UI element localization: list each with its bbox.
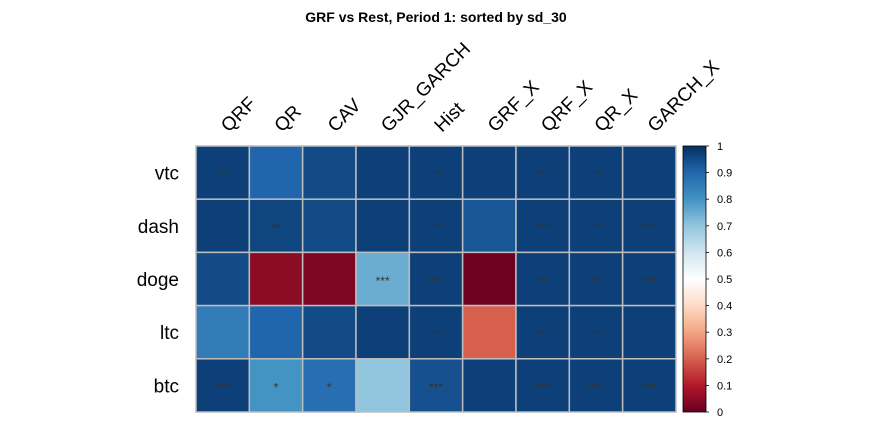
significance-label: *** bbox=[429, 380, 443, 394]
row-label: vtc bbox=[155, 164, 179, 185]
significance-label: *** bbox=[642, 221, 656, 235]
significance-label: *** bbox=[216, 380, 230, 394]
column-label: QR bbox=[271, 102, 306, 137]
significance-label: *** bbox=[429, 168, 443, 182]
heatmap-cell bbox=[195, 358, 251, 413]
heatmap-cell bbox=[301, 198, 357, 254]
row-label: btc bbox=[154, 376, 179, 397]
column-label: GJR_GARCH bbox=[377, 39, 475, 137]
heatmap-cell bbox=[515, 198, 571, 254]
heatmap-cell bbox=[461, 304, 517, 360]
heatmap-cell bbox=[195, 251, 251, 307]
heatmap-cell bbox=[461, 358, 517, 413]
significance-label: ** bbox=[218, 168, 228, 182]
colorbar-tick-label: 0.6 bbox=[717, 247, 732, 259]
heatmap-cell bbox=[301, 251, 357, 307]
significance-label: *** bbox=[589, 380, 603, 394]
column-label: QR_X bbox=[591, 85, 643, 137]
significance-label: *** bbox=[536, 221, 550, 235]
heatmap-cell bbox=[355, 198, 411, 254]
column-label: QRF bbox=[217, 93, 260, 136]
row-label: ltc bbox=[160, 323, 179, 344]
significance-label: *** bbox=[589, 221, 603, 235]
colorbar: 0 0.1 0.2 0.3 0.4 0.5 0.6 0.7 0.8 0.9 1 bbox=[682, 141, 732, 419]
heatmap-cell bbox=[621, 145, 677, 200]
heatmap-cell bbox=[355, 358, 411, 413]
heatmap-cell bbox=[408, 251, 464, 307]
heatmap-cells bbox=[195, 145, 677, 413]
heatmap-cell bbox=[621, 358, 677, 413]
heatmap-cell bbox=[248, 304, 304, 360]
column-label: QRF_X bbox=[537, 77, 597, 137]
chart-title: GRF vs Rest, Period 1: sorted by sd_30 bbox=[305, 9, 567, 25]
significance-label: ** bbox=[538, 274, 548, 288]
heatmap-cell bbox=[621, 304, 677, 360]
row-label: dash bbox=[138, 217, 179, 238]
significance-label: *** bbox=[429, 221, 443, 235]
heatmap-cell bbox=[621, 251, 677, 307]
significance-label: * bbox=[327, 380, 332, 394]
column-label: GRF_X bbox=[484, 77, 544, 137]
heatmap-cell bbox=[461, 198, 517, 254]
row-label: doge bbox=[137, 270, 179, 291]
significance-label: ** bbox=[271, 221, 281, 235]
heatmap-cell bbox=[621, 198, 677, 254]
significance-label: *** bbox=[536, 380, 550, 394]
colorbar-tick-label: 0.8 bbox=[717, 194, 732, 206]
heatmap-cell bbox=[301, 145, 357, 200]
heatmap-cell bbox=[408, 198, 464, 254]
heatmap-cell bbox=[355, 304, 411, 360]
column-label: Hist bbox=[431, 98, 469, 136]
significance-label: *** bbox=[642, 274, 656, 288]
colorbar-tick-label: 0.7 bbox=[717, 221, 732, 233]
significance-label: ** bbox=[591, 274, 601, 288]
heatmap-cell bbox=[461, 251, 517, 307]
colorbar-tick-label: 0.2 bbox=[717, 354, 732, 366]
heatmap-cell bbox=[301, 304, 357, 360]
colorbar-tick-label: 1 bbox=[717, 141, 723, 153]
significance-label: * bbox=[274, 380, 279, 394]
significance-label: *** bbox=[376, 274, 390, 288]
significance-label: *** bbox=[429, 327, 443, 341]
colorbar-tick-label: 0.3 bbox=[717, 327, 732, 339]
colorbar-tick-label: 0.9 bbox=[717, 168, 732, 180]
heatmap-cell bbox=[355, 145, 411, 200]
heatmap-cell bbox=[355, 251, 411, 307]
column-label: GARCH_X bbox=[644, 57, 724, 137]
heatmap-cell bbox=[195, 304, 251, 360]
heatmap-cell bbox=[195, 145, 251, 200]
significance-label: *** bbox=[589, 327, 603, 341]
colorbar-tick-label: 0.1 bbox=[717, 380, 732, 392]
heatmap-cell bbox=[408, 358, 464, 413]
significance-stars: ** *** *** ***** *** *** *** ****** *** ** ** *****… bbox=[216, 168, 657, 395]
colorbar-tick-label: 0.5 bbox=[717, 274, 732, 286]
colorbar-tick-label: 0 bbox=[717, 407, 723, 419]
heatmap-cell bbox=[248, 145, 304, 200]
significance-label: *** bbox=[536, 168, 550, 182]
row-labels: vtc dash doge ltc btc bbox=[137, 164, 179, 398]
heatmap-cell bbox=[568, 145, 624, 200]
significance-label: *** bbox=[536, 327, 550, 341]
heatmap-cell bbox=[568, 198, 624, 254]
significance-label: *** bbox=[642, 380, 656, 394]
heatmap-cell bbox=[461, 145, 517, 200]
significance-label: *** bbox=[429, 274, 443, 288]
heatmap-cell bbox=[195, 198, 251, 254]
heatmap-cell bbox=[248, 251, 304, 307]
heatmap-cell bbox=[248, 358, 304, 413]
colorbar-tick-label: 0.4 bbox=[717, 301, 732, 313]
colorbar-gradient bbox=[682, 145, 707, 413]
significance-label: *** bbox=[589, 168, 603, 182]
column-label: CAV bbox=[324, 95, 366, 137]
